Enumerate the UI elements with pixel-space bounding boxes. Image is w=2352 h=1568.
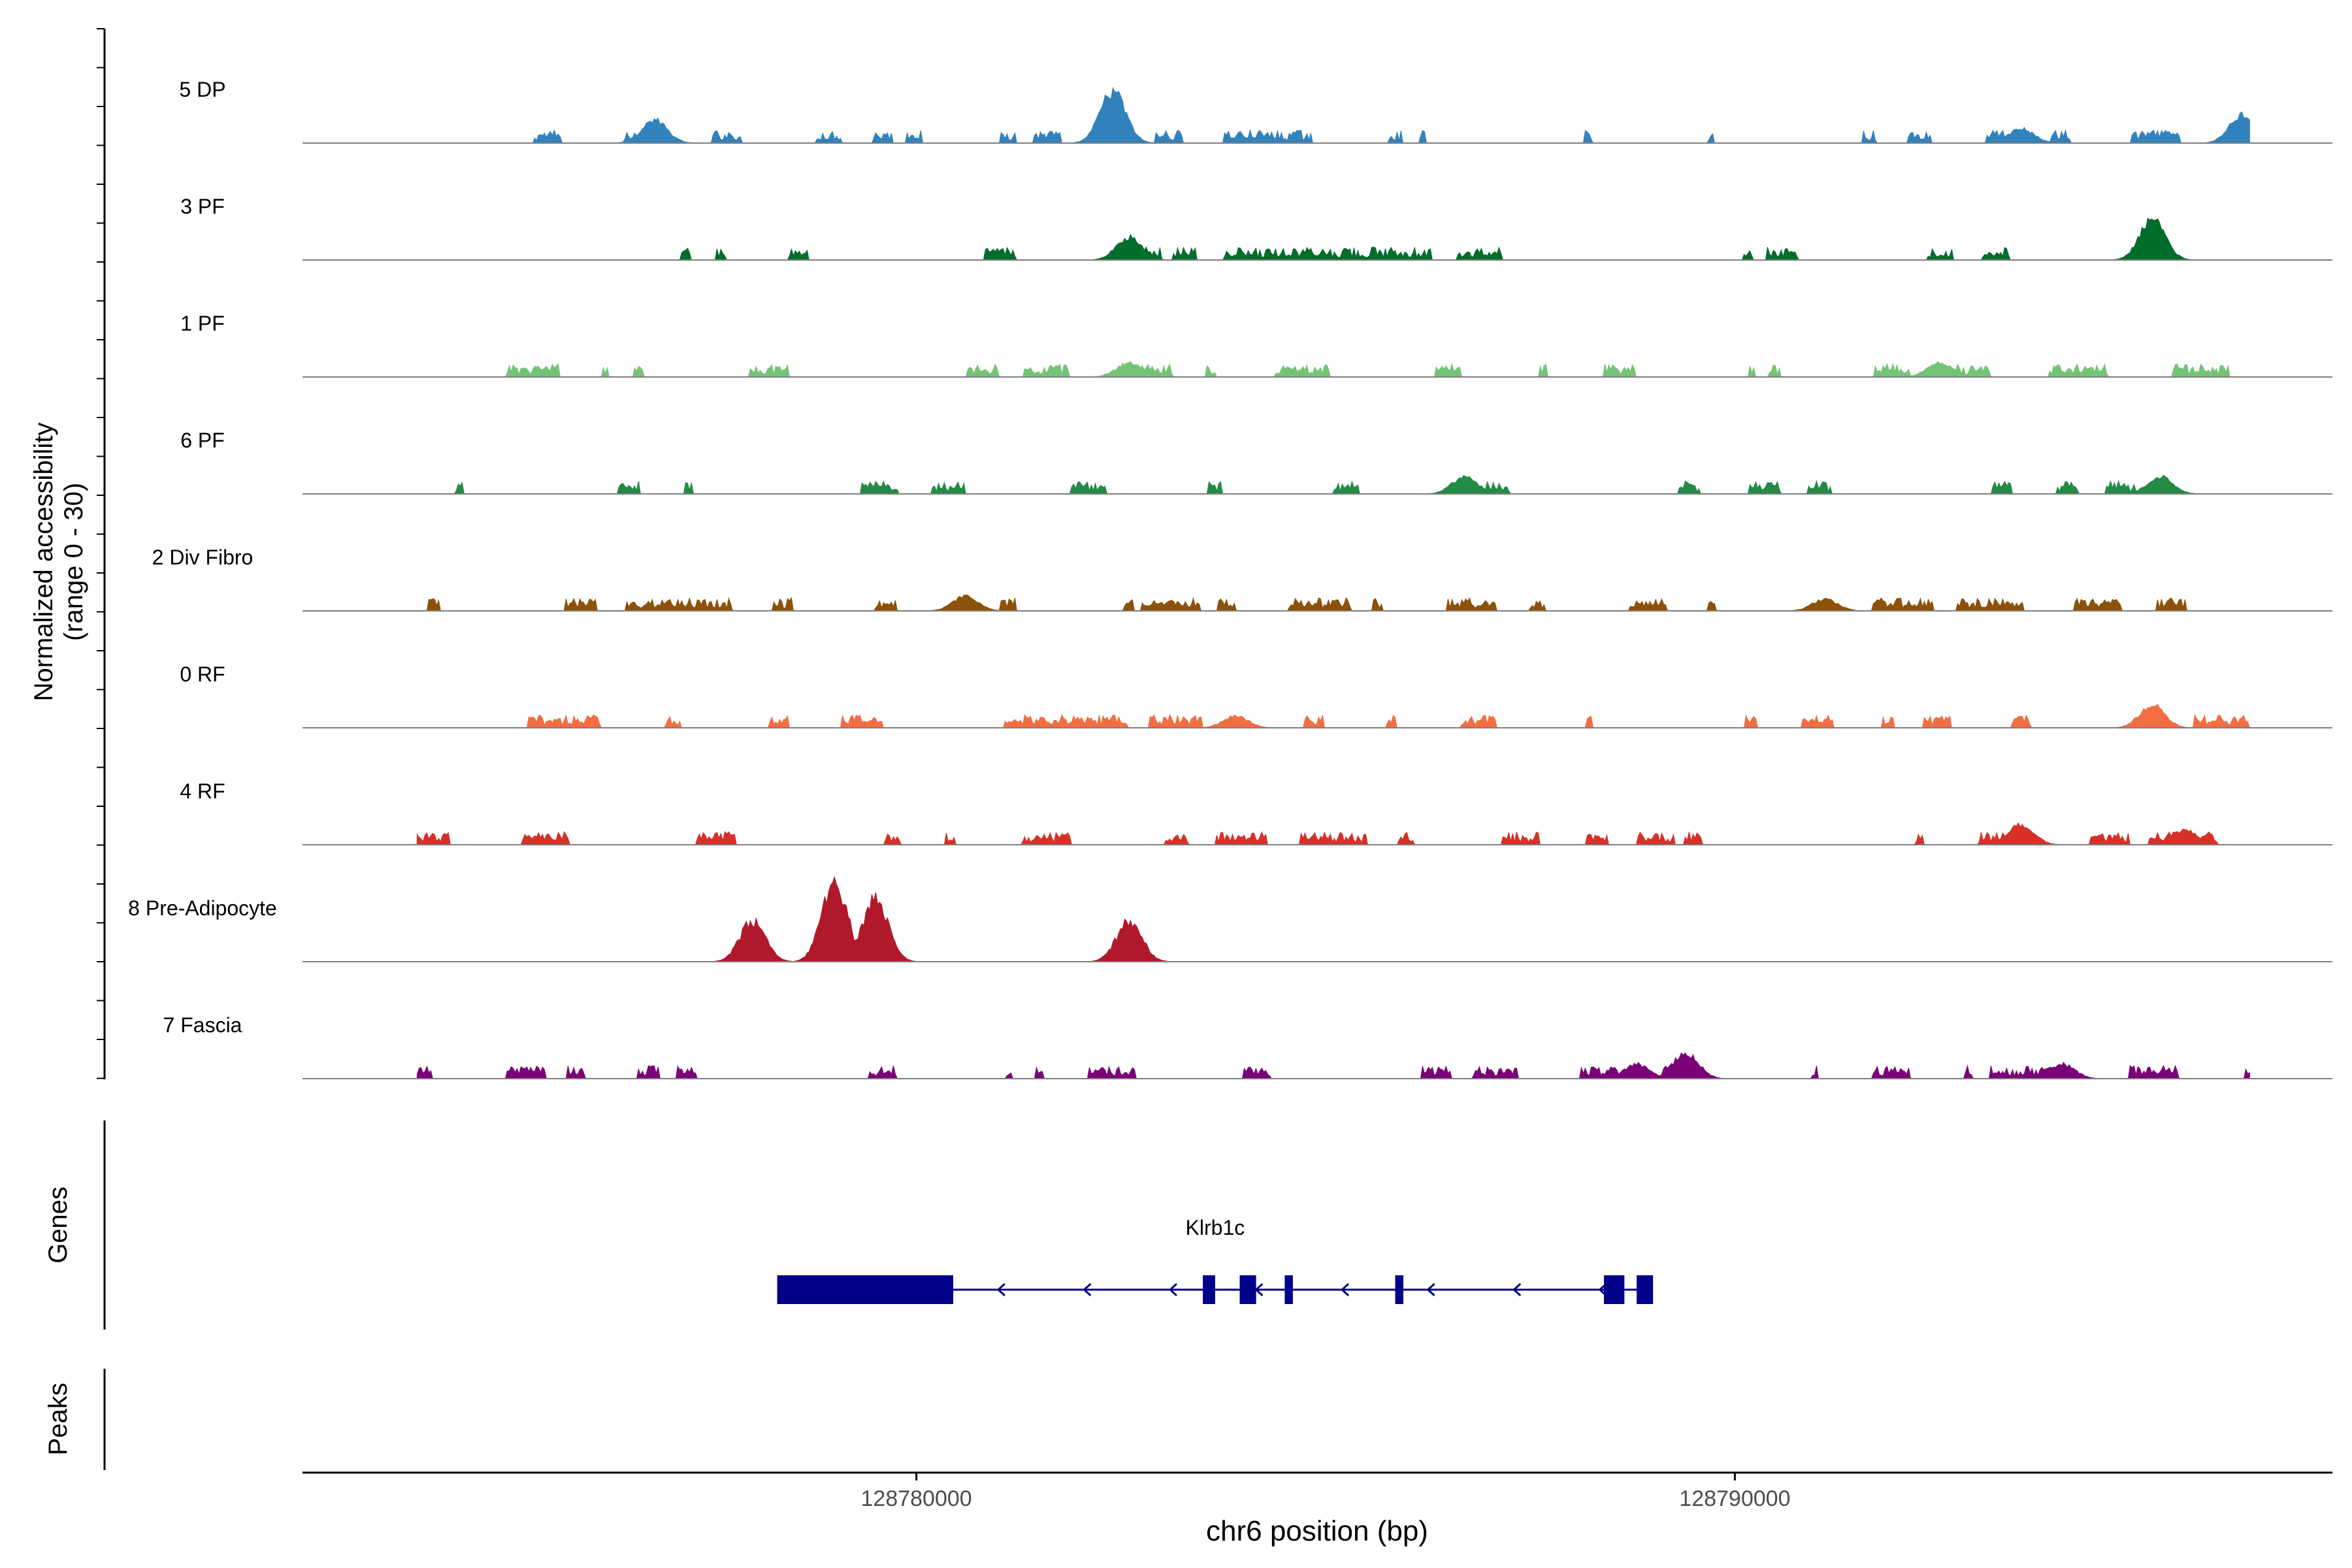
genes-panel-label: Genes [44,1186,73,1264]
coverage-area [417,217,2250,261]
gene-exon [777,1275,953,1304]
gene-exon [1284,1275,1293,1304]
track-label: 4 RF [180,779,225,803]
track-label: 0 RF [180,662,225,686]
coverage-area [416,822,2250,845]
track-3: 1 PF [180,312,2332,378]
track-label: 1 PF [180,312,225,335]
track-label: 2 Div Fibro [152,546,253,569]
x-tick-label: 128790000 [1679,1486,1790,1511]
x-tick-label: 128780000 [861,1486,972,1511]
track-label: 8 Pre-Adipocyte [128,896,277,920]
track-8: 8 Pre-Adipocyte [128,875,2332,962]
strand-arrow [1426,1282,1435,1297]
y-axis-title-line2: (range 0 - 30) [59,483,88,641]
gene-exon [1239,1275,1256,1304]
coverage-area [417,704,2251,728]
track-label: 6 PF [180,429,225,452]
coverage-y-axis [97,28,106,1079]
strand-arrow [1168,1282,1178,1297]
track-7: 4 RF [180,779,2332,845]
coverage-area [416,1052,2250,1079]
track-label: 5 DP [179,78,225,101]
strand-arrow [1512,1282,1522,1297]
track-2: 3 PF [180,195,2332,261]
coverage-area [417,474,2250,495]
track-5: 2 Div Fibro [152,546,2332,612]
gene-exon [1637,1275,1654,1304]
y-axis-title-line1: Normalized accessibility [29,423,58,702]
gene-exon [1395,1275,1403,1304]
gene-name-label: Klrb1c [1186,1216,1245,1239]
strand-arrow [1340,1282,1350,1297]
gene-track [777,1275,1654,1304]
track-label: 3 PF [180,195,225,218]
track-1: 5 DP [179,78,2332,144]
peaks-panel-label: Peaks [44,1382,73,1455]
coverage-area [417,361,2250,378]
strand-arrow [996,1282,1005,1297]
coverage-area [417,86,2250,144]
gene-exon [1203,1275,1215,1304]
strand-arrow [1083,1282,1092,1297]
track-6: 0 RF [180,662,2332,728]
gene-exon [1604,1275,1625,1304]
coverage-area [417,875,2250,962]
x-axis-title: chr6 position (bp) [1206,1515,1428,1547]
coverage-tracks: 5 DP 3 PF 1 PF 6 PF 2 Div Fibro 0 RF 4 RF 8 Pre… [128,78,2332,1079]
track-4: 6 PF [180,429,2332,495]
track-label: 7 Fascia [163,1013,242,1037]
x-axis-ticks: 128780000 128790000 [861,1473,1790,1511]
coverage-area [417,595,2250,612]
track-9: 7 Fascia [163,1013,2332,1079]
